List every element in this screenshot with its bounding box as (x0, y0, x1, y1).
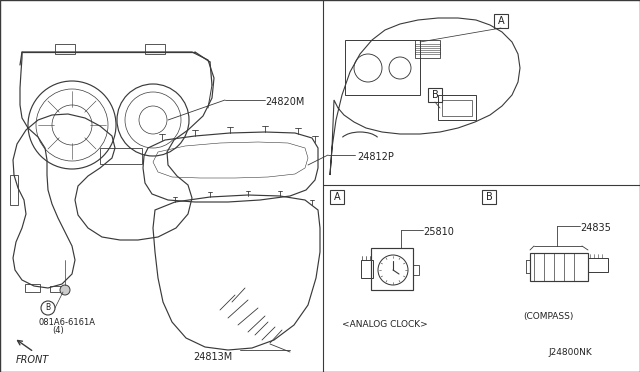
Text: 24820M: 24820M (265, 97, 305, 107)
Bar (330, 190, 344, 204)
Bar (25, 284, 40, 292)
Bar (361, 260, 373, 278)
Bar (494, 14, 508, 28)
Text: 24813M: 24813M (193, 352, 232, 362)
Bar (413, 265, 419, 275)
Bar (415, 52, 440, 54)
Text: B: B (45, 304, 51, 312)
Text: B: B (431, 90, 438, 100)
Text: <ANALOG CLOCK>: <ANALOG CLOCK> (342, 320, 428, 329)
Bar (415, 44, 440, 46)
Bar (371, 248, 413, 290)
Bar (530, 253, 588, 281)
Bar (482, 190, 496, 204)
Bar (10, 175, 18, 205)
Bar (442, 100, 472, 116)
Bar (415, 48, 440, 50)
Text: 24835: 24835 (580, 223, 611, 233)
Bar (100, 148, 142, 164)
Bar (145, 44, 165, 54)
Text: A: A (333, 192, 340, 202)
Text: B: B (486, 192, 492, 202)
Text: 081A6-6161A: 081A6-6161A (38, 318, 95, 327)
Text: FRONT: FRONT (16, 355, 49, 365)
Bar (55, 44, 75, 54)
Text: J24800NK: J24800NK (548, 348, 592, 357)
Circle shape (60, 285, 70, 295)
Text: 25810: 25810 (423, 227, 454, 237)
Bar (438, 95, 476, 120)
Bar (50, 286, 62, 292)
Text: (COMPASS): (COMPASS) (523, 312, 573, 321)
Text: 24812P: 24812P (357, 152, 394, 162)
Bar (415, 40, 440, 58)
Text: (4): (4) (52, 326, 64, 335)
Text: A: A (498, 16, 504, 26)
Bar (588, 258, 608, 272)
Bar (428, 88, 442, 102)
Bar (345, 40, 420, 95)
